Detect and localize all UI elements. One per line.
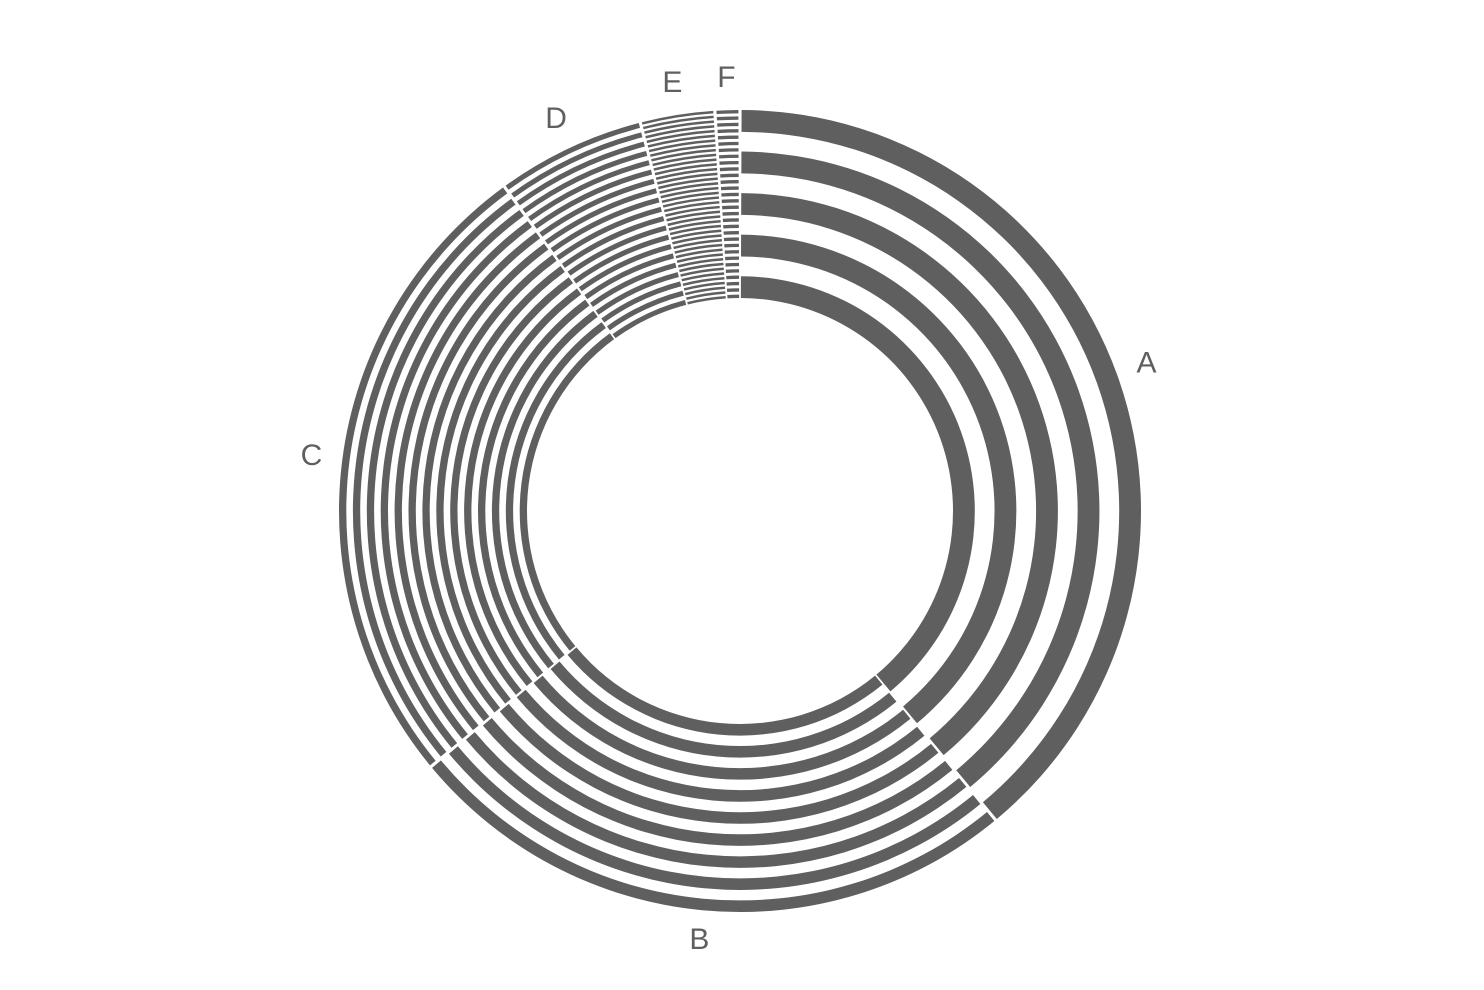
slice [641,110,726,305]
slice [432,647,995,913]
slice-label: A [1136,347,1156,380]
slice [740,110,1141,819]
slice-label: E [662,66,682,99]
slice [338,187,615,766]
slice-label: D [545,102,567,135]
slice [716,110,740,299]
slice-label: C [301,439,323,472]
slice [505,123,687,339]
slice-label: F [717,61,735,94]
slice-label: B [689,923,709,956]
